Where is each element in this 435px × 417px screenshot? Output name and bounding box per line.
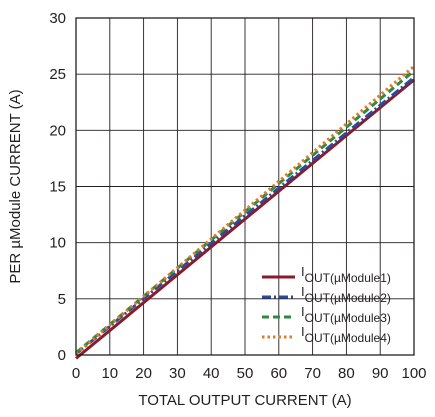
x-tick-label: 0 (72, 365, 80, 382)
legend-label-subscript: OUT(µModule3) (305, 311, 391, 325)
legend-label-main: I (301, 264, 305, 279)
y-tick-label: 5 (58, 291, 66, 308)
x-tick-label: 50 (237, 365, 254, 382)
legend-label-3: IOUT(µModule3) (301, 304, 391, 325)
y-tick-label: 20 (49, 122, 66, 139)
plot-frame (75, 17, 415, 356)
y-tick-label: 10 (49, 235, 66, 252)
y-tick-label: 25 (49, 66, 66, 83)
x-tick-label: 90 (372, 365, 389, 382)
legend-label-main: I (301, 324, 305, 339)
y-tick-label: 30 (49, 10, 66, 27)
y-tick-labels: 0 5 10 15 20 25 30 (49, 10, 66, 364)
x-tick-label: 60 (270, 365, 287, 382)
x-tick-label: 80 (338, 365, 355, 382)
x-tick-labels: 0 10 20 30 40 50 60 70 80 90 100 (72, 365, 427, 382)
series-line-1 (75, 78, 415, 360)
x-tick-label: 10 (101, 365, 118, 382)
x-axis-label: TOTAL OUTPUT CURRENT (A) (138, 392, 351, 409)
legend-label-4: IOUT(µModule4) (301, 324, 391, 345)
x-tick-label: 100 (401, 365, 426, 382)
legend-label-1: IOUT(µModule1) (301, 264, 391, 285)
x-tick-label: 20 (135, 365, 152, 382)
legend-label-main: I (301, 304, 305, 319)
series-line-4 (75, 65, 415, 356)
y-tick-label: 0 (58, 347, 66, 364)
y-axis-label: PER µModule CURRENT (A) (7, 89, 24, 283)
x-tick-label: 30 (169, 365, 186, 382)
legend-label-2: IOUT(µModule2) (301, 284, 391, 305)
legend: IOUT(µModule1)IOUT(µModule2)IOUT(µModule… (262, 264, 391, 345)
legend-label-subscript: OUT(µModule1) (305, 271, 391, 285)
series-lines (75, 65, 415, 360)
y-tick-label: 15 (49, 179, 66, 196)
x-tick-label: 70 (304, 365, 321, 382)
legend-label-subscript: OUT(µModule4) (305, 331, 391, 345)
x-tick-label: 40 (203, 365, 220, 382)
legend-label-main: I (301, 284, 305, 299)
legend-label-subscript: OUT(µModule2) (305, 291, 391, 305)
